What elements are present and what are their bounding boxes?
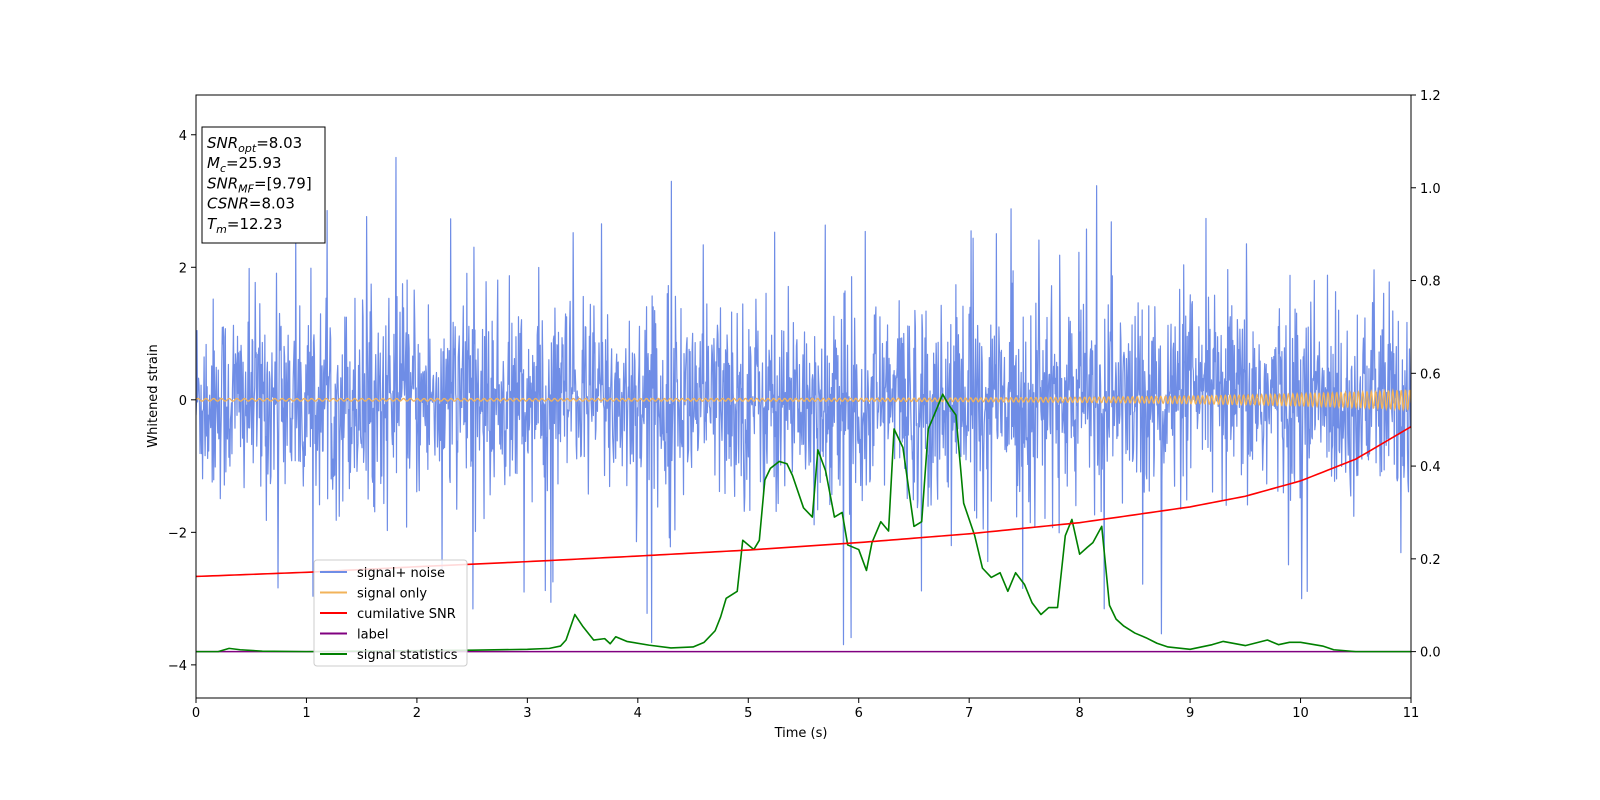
- x-tick-label: 7: [965, 706, 973, 721]
- info-line: SNRopt=8.03: [207, 134, 302, 155]
- axes-frame: [195, 94, 1412, 699]
- left-y-tick-label: 0: [179, 394, 187, 409]
- info-line: SNRMF=[9.79]: [207, 174, 312, 195]
- info-line: Tm=12.23: [207, 215, 282, 236]
- x-axis: 0 1 2 3 4 5 6 7 8 9 10 11: [192, 698, 1419, 721]
- left-y-tick-label: 4: [179, 129, 187, 144]
- right-y-tick-label: 0.4: [1420, 460, 1441, 475]
- legend-frame: [313, 559, 468, 667]
- left-y-axis: −4 −2 0 2 4: [168, 129, 196, 674]
- x-tick-label: 2: [413, 706, 421, 721]
- left-y-tick-label: 2: [179, 261, 187, 276]
- x-tick-label: 9: [1186, 706, 1194, 721]
- legend-entry: signal statistics: [357, 648, 458, 663]
- x-tick-label: 6: [855, 706, 863, 721]
- right-y-tick-label: 0.0: [1420, 646, 1441, 661]
- x-tick-label: 4: [634, 706, 642, 721]
- x-tick-label: 10: [1292, 706, 1309, 721]
- right-y-tick-label: 0.6: [1420, 367, 1441, 382]
- legend-entry: cumilative SNR: [357, 607, 456, 622]
- right-y-tick-label: 1.2: [1420, 89, 1441, 104]
- right-y-tick-label: 0.8: [1420, 275, 1441, 290]
- left-y-tick-label: −4: [168, 659, 187, 674]
- series-signal-noise: [196, 156, 1411, 646]
- x-axis-label: Time (s): [774, 726, 828, 741]
- left-y-tick-label: −2: [168, 526, 187, 541]
- right-y-tick-label: 1.0: [1420, 182, 1441, 197]
- y-axis-label: Whitened strain: [146, 344, 161, 447]
- x-tick-label: 3: [523, 706, 531, 721]
- info-line: Mc=25.93: [207, 154, 282, 175]
- x-tick-label: 8: [1075, 706, 1083, 721]
- right-y-axis: 0.0 0.2 0.4 0.6 0.8 1.0 1.2: [1411, 89, 1441, 661]
- legend-entry: label: [357, 628, 388, 643]
- x-tick-label: 11: [1403, 706, 1420, 721]
- info-box: SNRopt=8.03Mc=25.93SNRMF=[9.79]CSNR=8.03…: [201, 126, 326, 244]
- series-signal-statistics: [196, 393, 1411, 653]
- x-tick-label: 0: [192, 706, 200, 721]
- info-line: CSNR=8.03: [207, 195, 295, 213]
- legend-entry: signal+ noise: [357, 566, 445, 581]
- legend-entry: signal only: [357, 587, 427, 602]
- info-box-frame: [201, 126, 326, 244]
- x-tick-label: 5: [744, 706, 752, 721]
- series-signal-only: [196, 388, 1411, 412]
- legend: signal+ noise signal only cumilative SNR la…: [313, 559, 468, 667]
- x-tick-label: 1: [302, 706, 310, 721]
- right-y-tick-label: 0.2: [1420, 553, 1441, 568]
